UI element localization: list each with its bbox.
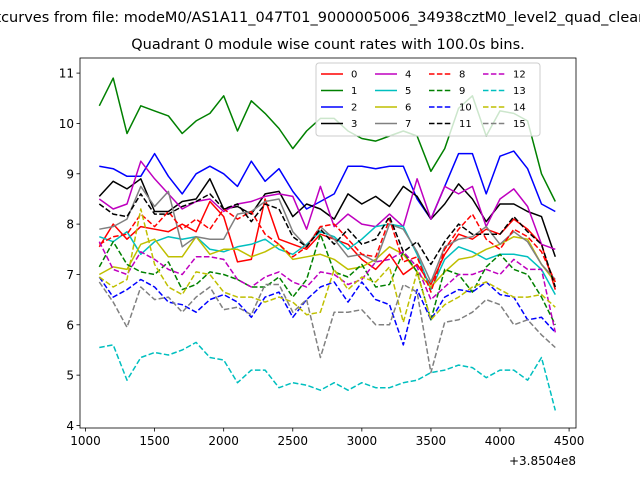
legend-label-0: 0 — [351, 70, 357, 81]
axes-frame — [79, 57, 577, 429]
y-tick-label-5: 5 — [66, 369, 74, 383]
x-tick-label-1500: 1500 — [139, 434, 170, 448]
y-tick-label-7: 7 — [66, 268, 74, 282]
series-line-10 — [98, 276, 556, 346]
legend-label-3: 3 — [351, 119, 357, 130]
y-tick-label-4: 4 — [66, 419, 74, 433]
x-offset-label: +3.8504e8 — [509, 454, 576, 468]
series-line-7 — [99, 185, 556, 283]
legend-label-11: 11 — [459, 119, 472, 130]
x-tick-label-2500: 2500 — [277, 434, 308, 448]
series-line-9 — [98, 233, 556, 326]
legend-label-13: 13 — [513, 86, 526, 97]
y-tick-label-9: 9 — [66, 167, 74, 181]
x-tick-label-3500: 3500 — [416, 434, 447, 448]
series-group — [98, 77, 557, 411]
series-line-2 — [99, 150, 556, 220]
legend-label-5: 5 — [405, 86, 411, 97]
y-tick-label-10: 10 — [59, 117, 74, 131]
legend-label-15: 15 — [513, 119, 526, 130]
legend-label-4: 4 — [405, 70, 411, 81]
x-tick-label-1000: 1000 — [70, 434, 101, 448]
legend-label-12: 12 — [513, 70, 526, 81]
series-line-14 — [98, 208, 556, 324]
legend-label-14: 14 — [513, 103, 526, 114]
series-line-13 — [99, 341, 557, 411]
y-tick-label-6: 6 — [66, 318, 74, 332]
legend-label-1: 1 — [351, 86, 357, 97]
series-line-3 — [98, 178, 557, 258]
x-tick-label-4500: 4500 — [554, 434, 585, 448]
y-tick-label-8: 8 — [66, 218, 74, 232]
legend-label-2: 2 — [351, 103, 357, 114]
y-tick-label-11: 11 — [59, 67, 74, 81]
series-line-12 — [98, 241, 557, 333]
figure-suptitle: Lightcurves from file: modeM0/AS1A11_047… — [0, 10, 640, 26]
series-line-5 — [99, 223, 556, 295]
plot-area: 1000 1500 2000 2500 3000 3500 4000 4500 +3.8504e… — [59, 57, 585, 468]
x-tick-label-4000: 4000 — [485, 434, 516, 448]
series-line-15 — [98, 281, 556, 374]
x-tick-label-2000: 2000 — [208, 434, 239, 448]
legend-label-9: 9 — [459, 86, 465, 97]
series-line-4 — [98, 160, 556, 251]
legend-label-6: 6 — [405, 103, 411, 114]
x-tick-label-3000: 3000 — [347, 434, 378, 448]
series-line-8 — [98, 208, 556, 293]
series-line-11 — [98, 193, 557, 288]
series-line-6 — [98, 235, 556, 288]
legend-label-8: 8 — [459, 70, 465, 81]
chart-title: Quadrant 0 module wise count rates with … — [131, 37, 525, 53]
legend-label-10: 10 — [459, 103, 472, 114]
legend-label-7: 7 — [405, 119, 411, 130]
legend-box — [315, 62, 541, 137]
